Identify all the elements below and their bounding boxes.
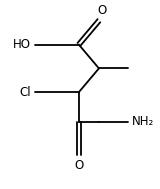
Text: HO: HO	[13, 38, 31, 51]
Text: Cl: Cl	[19, 86, 31, 99]
Text: NH₂: NH₂	[131, 115, 154, 128]
Text: O: O	[74, 159, 83, 172]
Text: O: O	[97, 4, 107, 17]
